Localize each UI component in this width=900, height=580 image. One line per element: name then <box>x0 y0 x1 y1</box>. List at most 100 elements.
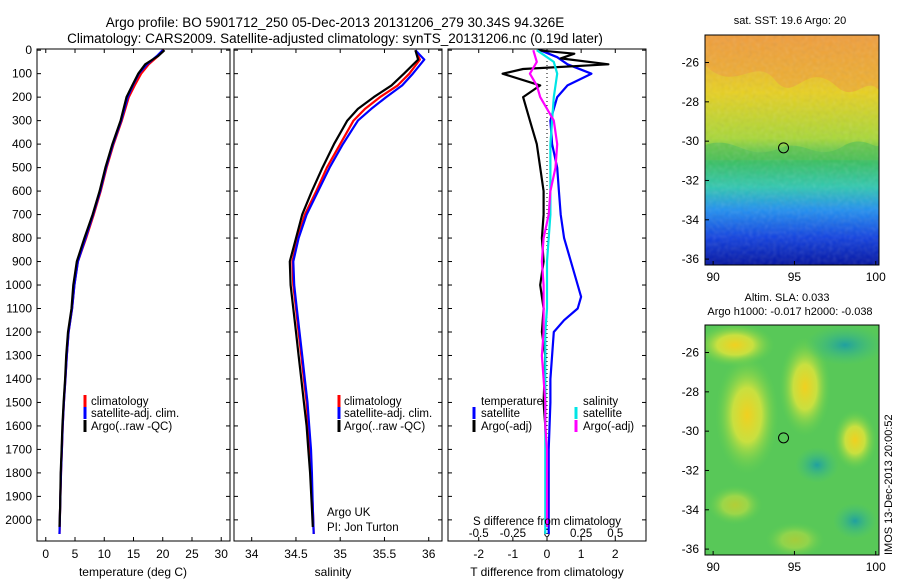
sst-map-panel: sat. SST: 19.6 Argo: 20 <box>682 15 886 284</box>
x-tick-label-top: -0.5 <box>469 528 489 540</box>
sla-map-title: Altim. SLA: 0.033 <box>745 292 830 304</box>
salinity-plot-frame <box>233 48 443 542</box>
y-tick-label: 700 <box>12 208 32 222</box>
sst-map-frame <box>704 34 880 266</box>
series-line-temperature-argo-adj <box>501 49 610 527</box>
x-tick-label: 30 <box>215 547 229 561</box>
legend-temp-satellite-label: satellite <box>481 408 520 420</box>
imos-timestamp-stamp: IMOS 13-Dec-2013 20:00:52 <box>883 414 895 555</box>
y-tick-label: 1600 <box>5 419 32 433</box>
y-tick-label: 2000 <box>5 513 32 527</box>
figure-title-line2: Climatology: CARS2009. Satellite-adjuste… <box>67 31 603 46</box>
temperature-plot-frame <box>36 48 231 542</box>
x-tick-label: 15 <box>127 547 141 561</box>
legend-argo-label: Argo(..raw -QC) <box>344 421 425 433</box>
y-tick-label: 100 <box>12 67 32 81</box>
legend-temp-argo-label: Argo(-adj) <box>481 421 532 433</box>
x-tick-label: 5 <box>72 547 79 561</box>
y-tick-label: 300 <box>12 114 32 128</box>
x-tick-label: 2 <box>612 547 619 561</box>
legend-sal-argo-label: Argo(-adj) <box>583 421 634 433</box>
y-tick-label: 200 <box>12 90 32 104</box>
y-tick-label: 400 <box>12 137 32 151</box>
difference-series <box>501 49 610 534</box>
argo-position-marker <box>778 432 790 444</box>
salinity-xlabel: salinity <box>315 565 352 579</box>
salinity-legend: climatology satellite-adj. clim. Argo(..… <box>337 395 432 433</box>
sst-map-ticks: 90 95 100 -26 -28 -30 -32 -34 -36 <box>682 56 886 284</box>
legend-satellite-label: satellite-adj. clim. <box>344 408 432 420</box>
x-tick-label: 34 <box>245 547 259 561</box>
x-tick-label-top: 0.25 <box>570 528 592 540</box>
difference-legend: temperature satellite Argo(-adj) salinit… <box>472 396 634 433</box>
salinity-ticks: 34 34.5 35 35.5 36 <box>234 49 442 561</box>
x-tick-label: 34.5 <box>284 547 308 561</box>
salinity-panel: 34 34.5 35 35.5 36 salinity climatology sate… <box>233 48 443 579</box>
series-line-argo-raw-qc <box>288 49 420 527</box>
pi-label: PI: Jon Turton <box>327 522 399 534</box>
x-tick-label: -1 <box>508 547 519 561</box>
sla-map-subtitle: Argo h1000: -0.017 h2000: -0.038 <box>707 306 872 318</box>
map-y-tick-label: -26 <box>682 346 700 360</box>
series-line-argo-raw-qc <box>58 49 166 527</box>
map-y-tick-label: -28 <box>682 95 700 109</box>
legend-satellite-label: satellite-adj. clim. <box>91 408 179 420</box>
legend-sal-satellite-label: satellite <box>583 408 622 420</box>
x-tick-label: 35 <box>334 547 348 561</box>
x-tick-label: 36 <box>422 547 436 561</box>
map-x-tick-label: 100 <box>866 560 886 574</box>
legend-argo-label: Argo(..raw -QC) <box>91 421 172 433</box>
figure-title-line1: Argo profile: BO 5901712_250 05-Dec-2013… <box>106 15 565 30</box>
y-tick-label: 1100 <box>6 302 32 316</box>
y-tick-label: 1400 <box>5 372 32 386</box>
y-tick-label: 1500 <box>5 395 32 409</box>
legend-climatology-label: climatology <box>344 396 402 408</box>
sla-map-ticks: 90 95 100 -26 -28 -30 -32 -34 -36 <box>682 346 886 574</box>
difference-xlabel: T difference from climatology <box>470 565 624 579</box>
x-tick-label-top: 0.5 <box>607 528 623 540</box>
y-tick-label: 1700 <box>5 442 32 456</box>
temperature-panel: 0 5 10 15 20 25 300100200300400500600700800900… <box>5 43 231 579</box>
x-tick-label: 25 <box>185 547 199 561</box>
x-tick-label: 35.5 <box>373 547 397 561</box>
temperature-legend: climatology satellite-adj. clim. Argo(..… <box>83 395 179 433</box>
argo-position-marker <box>778 142 790 154</box>
map-y-tick-label: -30 <box>682 424 700 438</box>
sla-heatmap <box>705 325 879 555</box>
temperature-series <box>58 49 166 535</box>
series-line-salinity-argo-adj <box>528 49 559 527</box>
salinity-series <box>288 49 426 535</box>
map-y-tick-label: -34 <box>682 503 700 517</box>
y-tick-label: 800 <box>12 231 32 245</box>
map-y-tick-label: -26 <box>682 56 700 70</box>
x-tick-label: 20 <box>156 547 170 561</box>
y-tick-label: 1300 <box>5 348 32 362</box>
x-tick-label: 10 <box>98 547 112 561</box>
x-tick-label: 0 <box>544 547 551 561</box>
series-line-temperature-satellite <box>539 49 593 534</box>
y-tick-label: 1200 <box>5 325 32 339</box>
map-y-tick-label: -34 <box>682 213 700 227</box>
map-y-tick-label: -30 <box>682 134 700 148</box>
sla-map-panel: Altim. SLA: 0.033 Argo h1000: -0.017 h20… <box>682 292 886 574</box>
y-tick-label: 1000 <box>5 278 32 292</box>
temperature-ticks: 0 5 10 15 20 25 300100200300400500600700800900… <box>5 43 230 561</box>
y-tick-label: 1900 <box>5 489 32 503</box>
difference-xlabel2: S difference from climatology <box>473 516 621 528</box>
legend-climatology-label: climatology <box>91 396 149 408</box>
sst-map-title: sat. SST: 19.6 Argo: 20 <box>734 15 847 27</box>
sla-map-frame <box>704 324 880 556</box>
series-line-satellite-adj-clim <box>292 49 426 535</box>
map-x-tick-label: 90 <box>706 270 720 284</box>
y-tick-label: 600 <box>12 184 32 198</box>
map-y-tick-label: -36 <box>682 542 700 556</box>
map-y-tick-label: -28 <box>682 385 700 399</box>
map-x-tick-label: 95 <box>788 560 802 574</box>
x-tick-label: 1 <box>578 547 585 561</box>
y-tick-label: 1800 <box>5 466 32 480</box>
sst-heatmap <box>705 35 879 265</box>
y-tick-label: 900 <box>12 255 32 269</box>
